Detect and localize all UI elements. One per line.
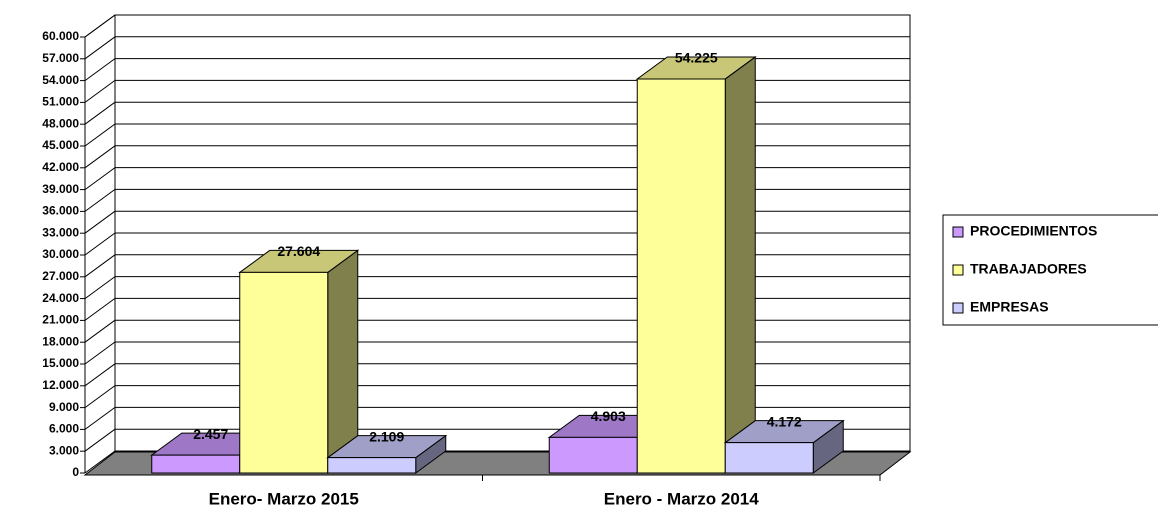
tick-edge [84,428,116,452]
legend-label: EMPRESAS [970,299,1049,315]
tick-edge [84,232,116,256]
tick-edge [84,276,116,300]
value-label: 4.172 [767,413,802,429]
y-tick-label: 15.000 [42,356,79,370]
tick-edge [84,14,116,38]
tick-edge [84,145,116,169]
value-label: 4.903 [591,408,626,424]
bar-front [327,457,417,474]
y-tick-label: 6.000 [49,422,79,436]
y-tick-label: 45.000 [42,138,79,152]
y-tick-label: 21.000 [42,313,79,327]
tick-edge [84,210,116,234]
tick-edge [84,188,116,212]
tick-edge [84,341,116,365]
tick-edge [84,319,116,343]
y-tick-label: 36.000 [42,204,79,218]
y-tick-label: 51.000 [42,95,79,109]
bar-front [636,78,726,474]
y-tick-label: 12.000 [42,378,79,392]
y-tick-label: 24.000 [42,291,79,305]
bar [723,419,845,474]
bar-front [151,454,241,474]
tick-edge [84,297,116,321]
value-label: 2.457 [193,426,228,442]
legend-swatch [952,264,964,276]
y-tick-label: 18.000 [42,334,79,348]
y-tick-label: 57.000 [42,51,79,65]
tick-edge [84,254,116,278]
value-label: 27.604 [277,243,320,259]
y-tick-label: 39.000 [42,182,79,196]
tick-edge [84,58,116,82]
tick-edge [84,79,116,103]
y-tick-label: 60.000 [42,29,79,43]
y-tick-label: 33.000 [42,225,79,239]
tick-edge [84,406,116,430]
y-tick-label: 48.000 [42,116,79,130]
tick-edge [84,363,116,387]
y-tick-label: 42.000 [42,160,79,174]
tick-edge [84,101,116,125]
legend-swatch [952,302,964,314]
y-tick-label: 0 [72,465,79,479]
tick-edge [84,385,116,409]
bar-front [239,271,329,474]
bar-front [724,442,814,474]
bar-side [724,55,756,474]
value-label: 2.109 [369,428,404,444]
tick-edge [84,36,116,60]
y-tick-label: 54.000 [42,73,79,87]
tick-edge [84,167,116,191]
y-tick-label: 30.000 [42,247,79,261]
x-tick-label: Enero - Marzo 2014 [604,489,759,508]
tick-edge [84,123,116,147]
bar [326,434,448,474]
y-tick-label: 9.000 [49,400,79,414]
legend-label: PROCEDIMIENTOS [970,223,1097,239]
x-tick-label: Enero- Marzo 2015 [209,489,359,508]
legend-label: TRABAJADORES [970,261,1087,277]
tick-edge [84,450,116,474]
legend-swatch [952,226,964,238]
legend [942,214,1158,326]
bar [635,55,757,474]
y-tick-label: 27.000 [42,269,79,283]
y-tick-label: 3.000 [49,443,79,457]
bar [238,249,360,474]
bar-front [548,436,638,474]
value-label: 54.225 [675,50,718,66]
